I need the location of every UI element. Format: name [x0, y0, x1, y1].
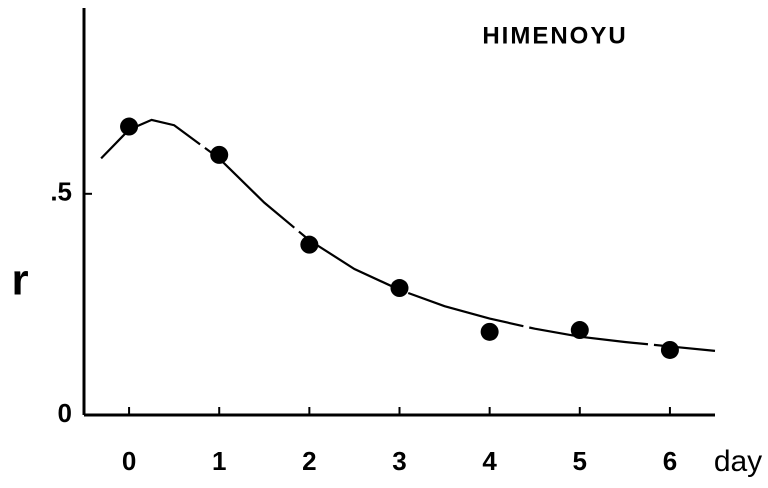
data-point [120, 117, 139, 136]
x-tick-label: 3 [392, 446, 406, 476]
x-axis-label: day [714, 445, 762, 478]
y-axis-label: r [11, 256, 28, 305]
fit-curve [100, 118, 716, 352]
y-tick-label: 0 [58, 398, 72, 428]
x-tick-label: 1 [212, 446, 226, 476]
x-tick-label: 2 [302, 446, 316, 476]
data-point [300, 235, 319, 254]
y-tick-label: .5 [50, 177, 72, 207]
x-tick-label: 0 [122, 446, 136, 476]
data-point [480, 322, 499, 341]
x-tick-label: 5 [573, 446, 587, 476]
data-point [210, 145, 229, 164]
data-point [390, 279, 409, 298]
data-point [570, 321, 589, 340]
x-tick-label: 6 [663, 446, 677, 476]
x-tick-label: 4 [482, 446, 497, 476]
chart-title: HIMENOYU [482, 22, 627, 49]
data-point [660, 340, 679, 359]
